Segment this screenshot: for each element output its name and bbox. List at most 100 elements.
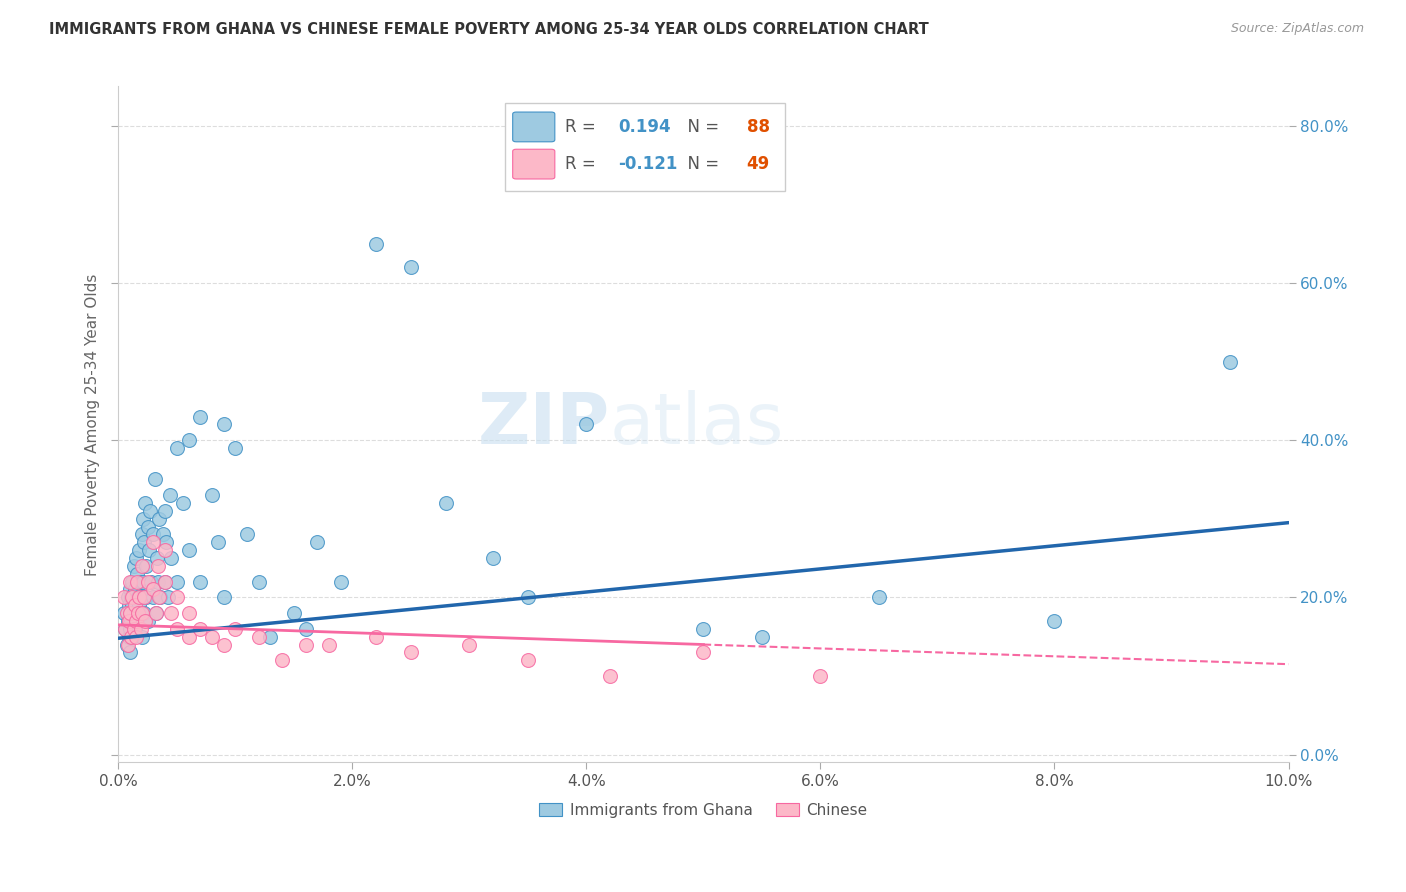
Point (212, 417, 235, 432)
Point (136, 519, 159, 533)
Point (112, 606, 135, 620)
Point (307, 535, 329, 549)
Text: R =: R = (565, 155, 602, 173)
Point (152, 527, 174, 541)
Point (132, 535, 155, 549)
Point (127, 591, 149, 605)
Point (115, 638, 138, 652)
Point (271, 653, 294, 667)
Point (188, 574, 211, 589)
Point (434, 496, 457, 510)
Point (129, 622, 152, 636)
Point (201, 488, 224, 502)
Text: -0.121: -0.121 (619, 155, 678, 173)
Point (810, 669, 832, 683)
Point (153, 504, 176, 518)
Point (399, 645, 422, 659)
Point (155, 535, 177, 549)
Point (177, 433, 200, 447)
Point (120, 614, 142, 628)
Text: atlas: atlas (610, 390, 785, 458)
Point (364, 630, 387, 644)
Point (1043, 614, 1066, 628)
Point (146, 551, 169, 566)
Point (153, 574, 176, 589)
Point (575, 417, 598, 432)
Point (124, 598, 146, 612)
Point (135, 591, 157, 605)
Point (120, 606, 142, 620)
Point (143, 472, 166, 486)
Point (121, 574, 143, 589)
Point (120, 591, 142, 605)
Point (160, 551, 183, 566)
Point (146, 574, 169, 589)
Point (117, 638, 139, 652)
Point (132, 591, 155, 605)
Point (132, 512, 155, 526)
Point (125, 606, 148, 620)
Point (131, 591, 153, 605)
Point (120, 630, 142, 644)
Point (692, 622, 714, 636)
Point (121, 598, 143, 612)
Point (318, 638, 340, 652)
Point (149, 591, 172, 605)
Point (131, 630, 153, 644)
Point (120, 582, 142, 597)
Point (125, 574, 148, 589)
Point (138, 543, 160, 558)
Point (201, 630, 224, 644)
Point (142, 582, 165, 597)
Point (692, 645, 714, 659)
FancyBboxPatch shape (505, 103, 786, 191)
Point (177, 630, 200, 644)
Point (142, 591, 165, 605)
Point (145, 606, 167, 620)
Point (482, 551, 505, 566)
Point (399, 260, 422, 275)
Point (122, 622, 145, 636)
FancyBboxPatch shape (513, 112, 555, 142)
Point (114, 622, 136, 636)
Point (112, 591, 135, 605)
Point (132, 574, 155, 589)
FancyBboxPatch shape (513, 149, 555, 179)
Point (177, 543, 200, 558)
Point (136, 614, 159, 628)
Point (128, 543, 150, 558)
Point (159, 488, 181, 502)
Point (128, 591, 150, 605)
Point (125, 551, 148, 566)
Text: ZIP: ZIP (478, 390, 610, 458)
Point (516, 591, 538, 605)
Point (294, 638, 316, 652)
Point (247, 574, 270, 589)
Point (160, 606, 183, 620)
Point (124, 622, 146, 636)
Point (166, 574, 188, 589)
Point (125, 566, 148, 581)
Point (458, 638, 481, 652)
Point (131, 558, 153, 573)
Point (224, 441, 246, 455)
Point (121, 591, 143, 605)
Point (283, 606, 305, 620)
Point (177, 606, 200, 620)
Point (127, 606, 149, 620)
Point (148, 591, 170, 605)
Y-axis label: Female Poverty Among 25-34 Year Olds: Female Poverty Among 25-34 Year Olds (86, 273, 100, 575)
Point (134, 496, 156, 510)
Point (259, 630, 281, 644)
Point (751, 630, 773, 644)
Point (125, 614, 148, 628)
Point (131, 527, 153, 541)
Point (145, 606, 167, 620)
Point (166, 441, 188, 455)
Text: IMMIGRANTS FROM GHANA VS CHINESE FEMALE POVERTY AMONG 25-34 YEAR OLDS CORRELATIO: IMMIGRANTS FROM GHANA VS CHINESE FEMALE … (49, 22, 929, 37)
Point (172, 496, 194, 510)
Point (166, 591, 188, 605)
Point (124, 582, 146, 597)
Point (120, 622, 142, 636)
Text: Source: ZipAtlas.com: Source: ZipAtlas.com (1230, 22, 1364, 36)
